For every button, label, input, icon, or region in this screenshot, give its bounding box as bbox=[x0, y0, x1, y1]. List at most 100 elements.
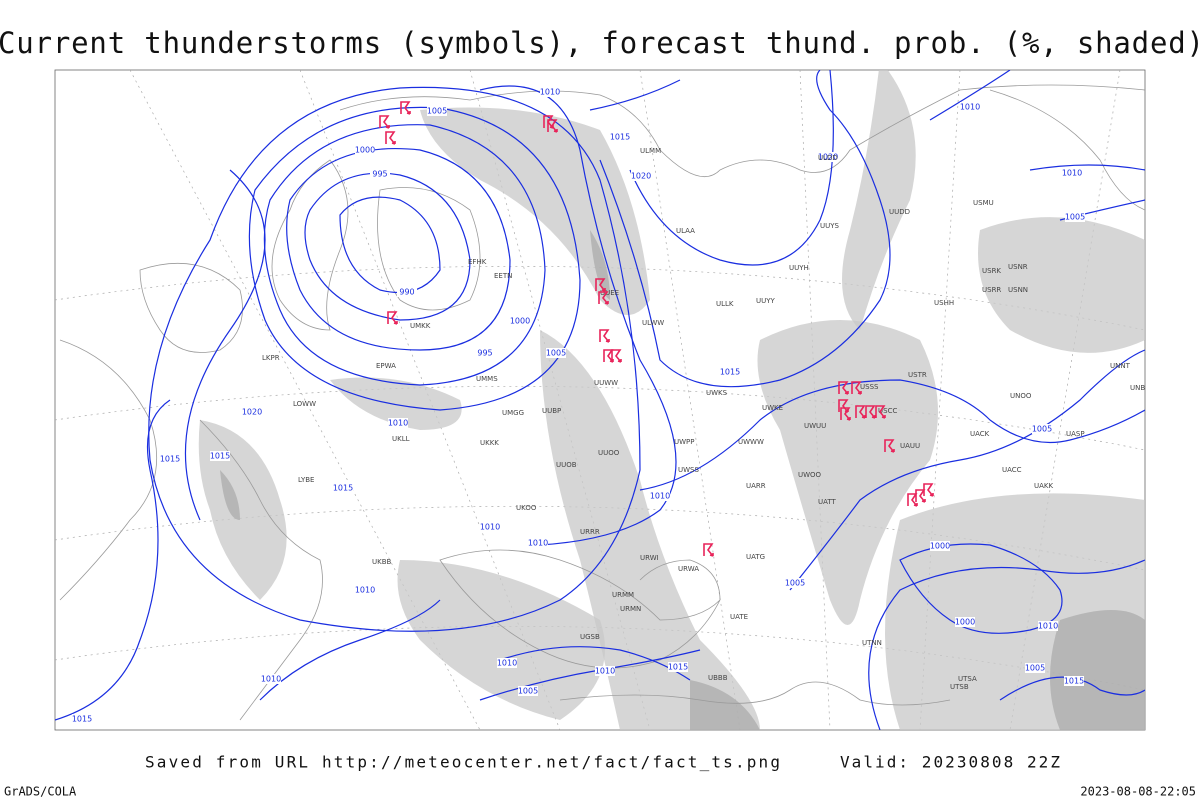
station-label: UKKK bbox=[480, 439, 499, 447]
isobar-label: 1020 bbox=[818, 153, 838, 162]
thunderstorm-symbol bbox=[923, 483, 934, 497]
isobar-label: 1015 bbox=[210, 452, 230, 461]
isobar-label: 1010 bbox=[595, 667, 615, 676]
station-label: USMU bbox=[973, 199, 994, 207]
station-label: UACK bbox=[970, 430, 990, 438]
isobar-label: 1015 bbox=[333, 484, 353, 493]
isobar-label-bg bbox=[160, 454, 180, 464]
isobar-label-bg bbox=[518, 686, 538, 696]
isobar-label-bg bbox=[528, 538, 548, 548]
station-label: UUOB bbox=[556, 461, 577, 469]
map-frame: 1010 1005 1015 1000 1020 1020 995 990 1000 995 100… bbox=[54, 69, 1150, 731]
station-label: USRK bbox=[982, 267, 1001, 275]
thunderstorm-symbol bbox=[387, 311, 398, 325]
isobar-label: 1010 bbox=[528, 539, 548, 548]
isobar-label: 990 bbox=[399, 288, 414, 297]
isobar-label-bg bbox=[475, 348, 495, 358]
isobar-label: 1020 bbox=[242, 408, 262, 417]
station-label: UUYH bbox=[789, 264, 809, 272]
isobar-label-bg bbox=[370, 169, 390, 179]
title: Current thunderstorms (symbols), forecas… bbox=[0, 26, 1200, 60]
station-label: UKBB bbox=[372, 558, 392, 566]
isobar-label-bg bbox=[1038, 621, 1058, 631]
station-label: UWSS bbox=[678, 466, 699, 474]
station-label: UAUU bbox=[900, 442, 920, 450]
station-label: UATE bbox=[730, 613, 748, 621]
isobar-label-bg bbox=[1065, 212, 1085, 222]
isobar-label-bg bbox=[818, 152, 838, 162]
thunderstorm-symbol bbox=[385, 131, 396, 145]
station-label: UWOO bbox=[798, 471, 822, 479]
station-label: EETN bbox=[494, 272, 512, 280]
isobar-label-bg bbox=[668, 662, 688, 672]
isobars bbox=[55, 70, 1145, 730]
station-label: UNNT bbox=[1110, 362, 1131, 370]
station-label: UUEE bbox=[600, 289, 619, 297]
isobar-label-bg bbox=[1032, 424, 1052, 434]
isobar-label: 995 bbox=[477, 349, 492, 358]
isobar-label-bg bbox=[1062, 168, 1082, 178]
station-label: URRR bbox=[580, 528, 600, 536]
station-label: UUOO bbox=[598, 449, 620, 457]
isobar-label: 1015 bbox=[610, 133, 630, 142]
thunderstorm-symbols bbox=[379, 101, 934, 557]
station-label: UACC bbox=[1002, 466, 1022, 474]
station-label: EPWA bbox=[376, 362, 396, 370]
station-label: USCC bbox=[878, 407, 897, 415]
thunderstorm-symbol bbox=[838, 381, 849, 395]
thunderstorm-symbol bbox=[599, 329, 610, 343]
station-label: UTNN bbox=[862, 639, 882, 647]
station-label: ULDD bbox=[818, 154, 838, 162]
isobar-label-bg bbox=[540, 87, 560, 97]
isobar-label: 995 bbox=[372, 170, 387, 179]
thunderstorm-symbol bbox=[855, 405, 866, 419]
isobar-label-bg bbox=[210, 451, 230, 461]
isobar-label-bg bbox=[497, 658, 517, 668]
isobar-label-bg bbox=[397, 287, 417, 297]
thunderstorm-symbol bbox=[379, 115, 390, 129]
isobar-label: 1010 bbox=[540, 88, 560, 97]
station-label: UWWW bbox=[738, 438, 764, 446]
isobar-label: 1010 bbox=[355, 586, 375, 595]
isobar-label: 1005 bbox=[1032, 425, 1052, 434]
station-label: ULAA bbox=[676, 227, 695, 235]
station-label: UTSA bbox=[958, 675, 977, 683]
thunderstorm-symbol bbox=[598, 291, 609, 305]
isobar-label-bg bbox=[1064, 676, 1084, 686]
station-label: URWA bbox=[678, 565, 699, 573]
station-label: UUDD bbox=[889, 208, 910, 216]
isobar-label: 1010 bbox=[1062, 169, 1082, 178]
thunderstorm-symbol bbox=[840, 407, 851, 421]
isobar-labels: 1010 1005 1015 1000 1020 1020 995 990 1000 995 100… bbox=[72, 87, 1085, 724]
station-label: ULLK bbox=[716, 300, 734, 308]
station-label: UWPP bbox=[674, 438, 695, 446]
isobar-label: 1005 bbox=[546, 349, 566, 358]
station-label: UATG bbox=[746, 553, 765, 561]
station-label: UWKE bbox=[762, 404, 783, 412]
isobar-label: 1010 bbox=[261, 675, 281, 684]
station-label: UATT bbox=[818, 498, 837, 506]
isobar-label-bg bbox=[333, 483, 353, 493]
station-label: UUWW bbox=[594, 379, 618, 387]
isobar-label: 1015 bbox=[72, 715, 92, 724]
source-url: Saved from URL http://meteocenter.net/fa… bbox=[145, 753, 780, 772]
station-label: UNBB bbox=[1130, 384, 1150, 392]
station-label: USNR bbox=[1008, 263, 1028, 271]
isobar-label-bg bbox=[242, 407, 262, 417]
station-label: UUYY bbox=[756, 297, 776, 305]
station-label: UMMS bbox=[476, 375, 498, 383]
station-label: UUBP bbox=[542, 407, 561, 415]
station-label: EFHK bbox=[468, 258, 487, 266]
isobar-label-bg bbox=[261, 674, 281, 684]
isobar-label: 1010 bbox=[480, 523, 500, 532]
station-label: UBBB bbox=[708, 674, 728, 682]
thunderstorm-symbol bbox=[400, 101, 411, 115]
isobar-label-bg bbox=[355, 145, 375, 155]
station-label: UNOO bbox=[1010, 392, 1032, 400]
thunderstorm-symbol bbox=[884, 439, 895, 453]
isobar-label-bg bbox=[720, 367, 740, 377]
station-label: UGSB bbox=[580, 633, 600, 641]
isobar-label: 1005 bbox=[427, 107, 447, 116]
isobar-label-bg bbox=[650, 491, 670, 501]
